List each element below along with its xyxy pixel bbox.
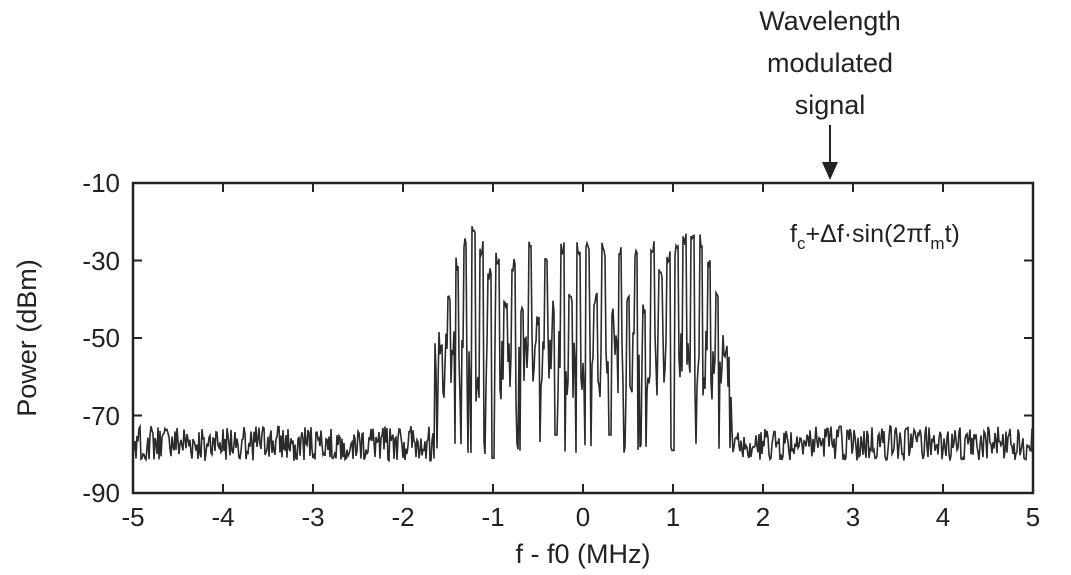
x-tick-label: -5 xyxy=(121,502,144,532)
formula-label: fc+Δf·sin(2πfmt) xyxy=(790,220,960,253)
y-tick-label: -50 xyxy=(82,323,120,353)
annotation: Wavelength modulated signal xyxy=(759,6,901,180)
x-tick-label: 4 xyxy=(936,502,950,532)
annotation-arrow-head xyxy=(822,162,838,180)
annotation-line-3: signal xyxy=(795,90,866,120)
x-tick-label: -1 xyxy=(481,502,504,532)
x-tick-label: 3 xyxy=(846,502,860,532)
y-tick-label: -90 xyxy=(82,478,120,508)
x-tick-label: -4 xyxy=(211,502,234,532)
spectrum-series-line xyxy=(133,226,1033,461)
x-tick-label: 2 xyxy=(756,502,770,532)
y-tick-label: -70 xyxy=(82,401,120,431)
x-tick-label: 1 xyxy=(666,502,680,532)
x-tick-label: 5 xyxy=(1026,502,1040,532)
x-tick-label: 0 xyxy=(576,502,590,532)
annotation-line-1: Wavelength xyxy=(759,6,901,36)
y-axis-label: Power (dBm) xyxy=(12,259,42,417)
series-layer xyxy=(133,226,1033,461)
annotation-line-2: modulated xyxy=(767,48,893,78)
x-tick-label: -3 xyxy=(301,502,324,532)
y-tick-label: -10 xyxy=(82,168,120,198)
x-tick-label: -2 xyxy=(391,502,414,532)
y-tick-label: -30 xyxy=(82,246,120,276)
x-axis-label: f - f0 (MHz) xyxy=(516,539,651,569)
